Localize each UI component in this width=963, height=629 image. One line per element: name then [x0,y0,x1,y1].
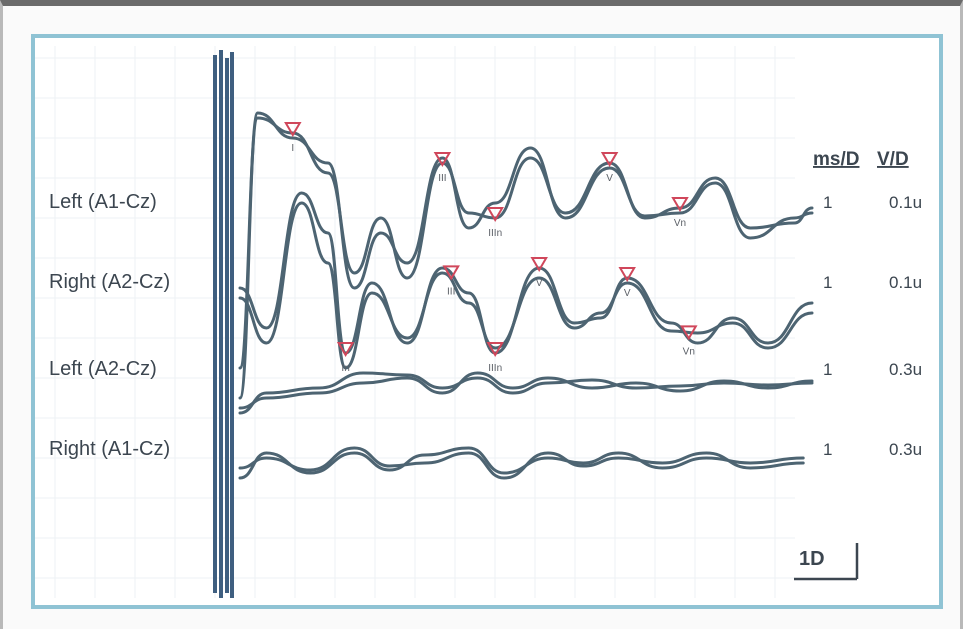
trace-ms-per-div: 1 [823,440,832,459]
scale-bar: 1D [794,543,859,581]
peak-marker: Vn [671,197,689,229]
trace-volts-per-div: 0.1u [889,193,922,212]
column-header-volts-per-div: V/D [877,149,909,170]
peak-marker: IIIn [486,207,504,239]
peak-marker-triangle [600,152,619,167]
waveform-trace-4-a [238,446,805,480]
peak-marker-triangle [486,342,504,357]
peak-marker-label: IIIn [488,228,502,239]
peak-marker: I [284,122,302,154]
peak-marker-label: III [447,286,455,297]
peak-marker-triangle [442,265,460,281]
trace-ms-per-div: 1 [823,193,832,212]
peak-marker-label: Vn [674,218,686,229]
peak-marker-label: III [438,173,446,184]
stimulus-artifact [213,50,234,598]
waveform-panel: I III IIIn V Vn In III IIIn V V Vn ms/D V/D Left (… [31,34,943,609]
peak-marker-triangle [433,152,452,167]
peak-marker: Vn [680,325,698,357]
peak-marker-triangle [284,122,302,137]
peak-marker-triangle [336,342,355,357]
peak-marker-label: V [536,278,543,289]
peak-marker: V [618,267,636,299]
peak-marker-label: I [291,143,294,154]
peak-marker: V [600,152,619,184]
trace-volts-per-div: 0.3u [889,360,922,379]
peak-marker-label: Vn [683,346,695,357]
grid [35,46,795,598]
waveform-trace-3-b [238,371,814,415]
trace-ms-per-div: 1 [823,360,832,379]
peak-marker-label: In [341,363,349,374]
trace-ms-per-div: 1 [823,273,832,292]
peak-marker-triangle [618,267,636,282]
waveform-trace-2-b [238,201,814,370]
trace-label: Right (A2-Cz) [49,271,170,293]
peak-marker: V [530,257,548,289]
peak-marker-triangle [486,207,504,222]
peak-marker-label: V [624,288,631,299]
peak-marker-triangle [530,257,548,272]
trace-volts-per-div: 0.1u [889,273,922,292]
peak-marker-label: IIIn [488,363,502,374]
column-header-ms-per-div: ms/D [813,149,859,170]
peak-marker: III [442,265,460,297]
trace-label: Left (A1-Cz) [49,191,157,213]
peak-marker: IIIn [486,342,504,374]
waveform-trace-1-b [238,111,814,400]
trace-label: Right (A1-Cz) [49,438,170,460]
trace-label: Left (A2-Cz) [49,358,157,380]
waveform-trace-1-a [238,116,814,370]
peak-marker-triangle [680,325,698,341]
peak-marker-label: V [606,173,613,184]
peak-marker: In [336,342,355,374]
waveform-trace-2-a [238,191,814,355]
waveform-traces [238,111,814,480]
waveform-trace-4-b [238,446,805,480]
peak-marker: III [433,152,452,184]
trace-volts-per-div: 0.3u [889,440,922,459]
scale-bar-label: 1D [799,548,825,570]
peak-marker-triangle [671,197,689,212]
